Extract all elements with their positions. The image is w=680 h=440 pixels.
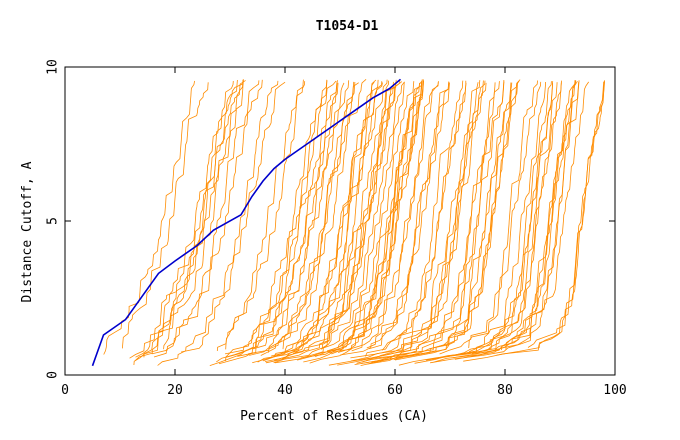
y-axis-label: Distance Cutoff, A — [20, 161, 35, 302]
model-series-line — [268, 82, 359, 353]
model-series-line — [153, 79, 263, 358]
model-series-line — [366, 81, 450, 349]
model-series-line — [425, 82, 553, 361]
model-series-line — [326, 81, 415, 352]
model-series-line — [398, 80, 562, 366]
model-series-line — [163, 79, 244, 350]
x-tick-label: 60 — [387, 383, 403, 398]
model-series-line — [274, 81, 405, 364]
model-series-line — [472, 80, 577, 355]
y-tick-label: 5 — [46, 217, 61, 225]
model-series-line — [225, 79, 328, 358]
model-series-line — [381, 80, 464, 351]
model-series-line — [293, 79, 397, 354]
model-series-line — [134, 79, 244, 361]
model-series-line — [456, 81, 552, 356]
model-series-line — [468, 81, 546, 353]
x-tick-label: 40 — [277, 383, 293, 398]
y-tick-label: 10 — [46, 59, 61, 75]
model-series-line — [414, 82, 562, 364]
model-series-line — [181, 81, 286, 353]
model-series-line — [257, 81, 383, 363]
plot-frame — [64, 66, 616, 376]
highlight-series-line — [91, 78, 402, 367]
model-series-line — [297, 82, 420, 361]
model-series-line — [501, 80, 580, 351]
model-series-line — [340, 81, 450, 356]
model-series-line — [351, 81, 439, 352]
x-tick-label: 100 — [603, 383, 626, 398]
x-tick-label: 80 — [497, 383, 513, 398]
model-series-line — [133, 80, 246, 366]
x-axis-label: Percent of Residues (CA) — [240, 409, 428, 424]
model-series-line — [430, 82, 558, 360]
model-series-line — [430, 81, 590, 364]
model-series-line — [265, 81, 394, 364]
model-series-line — [337, 82, 422, 353]
model-series-line — [350, 80, 481, 362]
y-tick-label: 0 — [46, 371, 61, 379]
model-series-line — [143, 80, 244, 358]
model-series-line — [402, 82, 487, 353]
model-series-line — [260, 81, 356, 356]
model-series-line — [271, 82, 383, 357]
model-series-line — [527, 81, 605, 348]
model-series-line — [103, 80, 195, 355]
model-series-line — [361, 82, 513, 364]
model-series-line — [273, 81, 405, 364]
model-series-line — [328, 80, 486, 366]
model-series-line — [463, 80, 605, 362]
model-series-line — [368, 82, 450, 350]
model-series-line — [225, 79, 304, 350]
model-series-line — [122, 82, 209, 349]
model-series-line — [468, 81, 542, 349]
model-series-line — [216, 81, 306, 352]
model-series-line — [264, 80, 389, 362]
model-series-line — [262, 79, 377, 362]
x-tick-label: 0 — [61, 383, 69, 398]
model-series-line — [505, 80, 576, 351]
model-series-line — [394, 82, 518, 361]
model-series-line — [454, 82, 579, 360]
model-series-line — [224, 80, 328, 355]
model-series-line — [496, 81, 605, 356]
model-series-line — [282, 81, 403, 360]
chart-title: T1054-D1 — [316, 19, 379, 34]
x-tick-label: 20 — [167, 383, 183, 398]
model-series-line — [129, 80, 234, 359]
model-series-line — [321, 81, 397, 349]
model-series-line — [274, 79, 388, 361]
model-series-line — [225, 80, 338, 362]
model-series-line — [371, 81, 505, 363]
model-series-line — [135, 79, 238, 358]
model-series-line — [216, 80, 338, 363]
model-series-line — [356, 82, 496, 364]
model-series-line — [439, 80, 538, 355]
model-series-line — [309, 82, 439, 364]
model-series-line — [315, 79, 423, 357]
model-series-line — [248, 80, 350, 355]
model-series-line — [362, 81, 500, 363]
model-series-line — [360, 80, 520, 366]
model-series-line — [354, 79, 505, 365]
ticks-layer: 0 20 40 60 80 100 0 5 10 — [46, 59, 627, 398]
highlight-layer — [91, 78, 402, 367]
model-series-line — [337, 80, 484, 366]
model-series-line — [151, 80, 260, 355]
series-layer — [103, 79, 605, 366]
model-series-line — [157, 80, 279, 366]
model-series-line — [379, 82, 479, 357]
model-series-line — [364, 82, 467, 357]
